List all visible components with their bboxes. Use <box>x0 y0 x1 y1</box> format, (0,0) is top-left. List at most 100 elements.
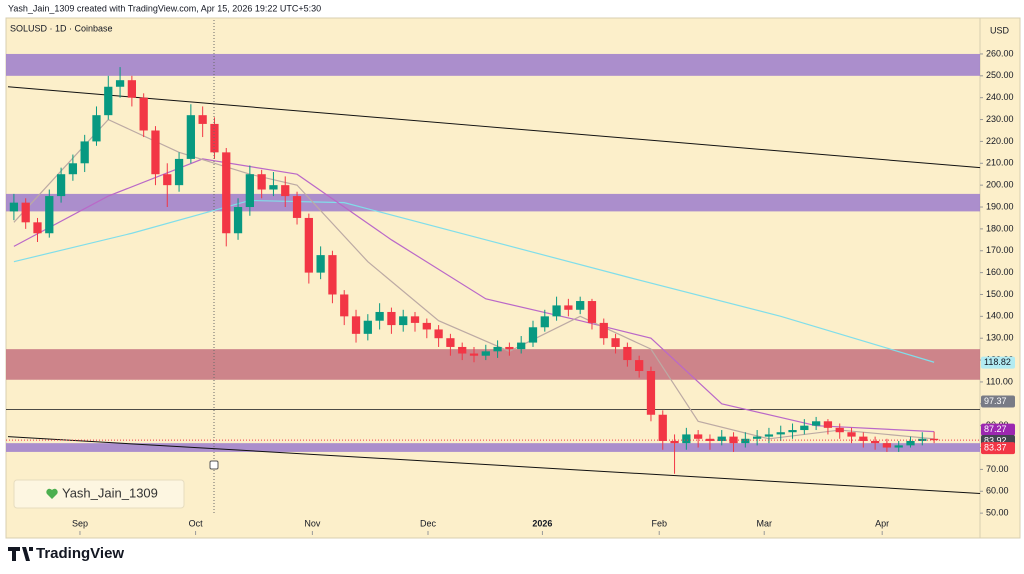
candle-body <box>104 86 113 116</box>
candle-body <box>576 301 585 310</box>
zone <box>6 53 980 76</box>
candle-body <box>611 338 620 347</box>
y-tick-label: 130.00 <box>986 333 1014 343</box>
candle-body <box>694 434 703 439</box>
price-label: 97.37 <box>984 396 1007 406</box>
candle-body <box>328 255 337 295</box>
candle-body <box>682 434 691 444</box>
candle-body <box>68 163 78 175</box>
y-tick-label: 230.00 <box>986 114 1014 124</box>
watermark: Yash_Jain_1309 <box>62 485 158 500</box>
candle-body <box>80 141 89 164</box>
zone <box>6 349 980 380</box>
candle-body <box>222 152 231 234</box>
candle-body <box>729 436 738 444</box>
price-label-bg <box>981 423 1015 436</box>
price-label: 83.37 <box>984 443 1007 453</box>
candle-body <box>587 301 597 323</box>
candle-body <box>115 80 125 87</box>
candle-body <box>623 346 632 361</box>
candle-body <box>906 440 915 446</box>
zone <box>6 443 980 452</box>
candle-body <box>540 316 549 328</box>
y-tick-label: 180.00 <box>986 223 1014 233</box>
candle-body <box>387 311 396 326</box>
candle-body <box>45 196 54 234</box>
x-tick-label: Feb <box>651 518 667 528</box>
x-tick-label: Dec <box>420 518 437 528</box>
zone <box>6 193 980 212</box>
brand: TradingView <box>36 545 124 562</box>
candle-body <box>493 346 502 352</box>
currency: USD <box>990 25 1010 35</box>
cursor-marker <box>209 460 219 470</box>
candle-body <box>882 443 892 448</box>
candle-body <box>281 185 290 197</box>
y-tick-label: 220.00 <box>986 136 1014 146</box>
y-tick-label: 240.00 <box>986 92 1014 102</box>
y-tick-label: 250.00 <box>986 70 1014 80</box>
trend-line <box>7 86 981 169</box>
price-label-bg <box>981 395 1015 408</box>
candle-body <box>269 185 278 190</box>
candle-body <box>753 436 762 439</box>
y-tick-label: 150.00 <box>986 289 1014 299</box>
symbol: SOLUSD · 1D · Coinbase <box>10 23 113 33</box>
candle-body <box>528 327 538 343</box>
candle-body <box>340 294 349 317</box>
candle-body <box>151 130 160 175</box>
candle-body <box>764 434 774 437</box>
y-tick-label: 50.00 <box>986 508 1009 518</box>
candle-body <box>835 427 844 433</box>
candle-body <box>929 438 939 441</box>
candle-body <box>670 440 679 444</box>
x-tick-label: Oct <box>189 518 204 528</box>
candle-body <box>56 174 66 197</box>
candle-body <box>139 97 148 131</box>
candle-body <box>434 329 443 339</box>
price-label: 83.92 <box>984 435 1007 445</box>
y-tick-label: 110.00 <box>986 376 1013 386</box>
candle-body <box>823 421 833 428</box>
y-tick-label: 140.00 <box>986 311 1014 321</box>
y-tick-label: 260.00 <box>986 48 1014 58</box>
candle-body <box>458 346 467 354</box>
candle-body <box>198 115 207 124</box>
candle-body <box>741 438 750 444</box>
candle-body <box>257 174 266 190</box>
candle-body <box>410 316 420 323</box>
candle-body <box>870 440 880 444</box>
tv-logo <box>8 547 33 561</box>
candle-body <box>599 322 608 339</box>
y-tick-label: 60.00 <box>986 486 1009 496</box>
candle-body <box>399 316 408 326</box>
x-tick-label: Mar <box>756 518 772 528</box>
candle-body <box>233 207 243 234</box>
candle-body <box>351 316 361 334</box>
y-tick-label: 160.00 <box>986 267 1014 277</box>
candle-body <box>894 445 903 448</box>
candle-body <box>776 432 785 435</box>
candle-body <box>422 322 431 330</box>
candle-body <box>517 342 526 350</box>
x-tick-label: Nov <box>304 518 321 528</box>
candle-body <box>245 174 254 208</box>
price-label: 87.27 <box>984 424 1007 434</box>
moving-average <box>13 158 935 433</box>
candle-body <box>363 320 372 334</box>
candle-body <box>375 311 384 321</box>
watermark-box <box>13 479 185 509</box>
candle-body <box>9 202 19 212</box>
y-tick-label: 170.00 <box>986 245 1014 255</box>
price-label: 118.82 <box>984 357 1011 367</box>
trend-line <box>7 436 981 494</box>
candle-body <box>564 305 573 310</box>
candle-body <box>552 305 561 317</box>
plot-bg <box>5 17 1021 539</box>
candle-body <box>174 158 184 186</box>
x-tick-label: Apr <box>875 518 889 528</box>
candle-body <box>33 222 42 234</box>
candle-body <box>847 432 856 437</box>
price-label-bg <box>981 442 1015 455</box>
